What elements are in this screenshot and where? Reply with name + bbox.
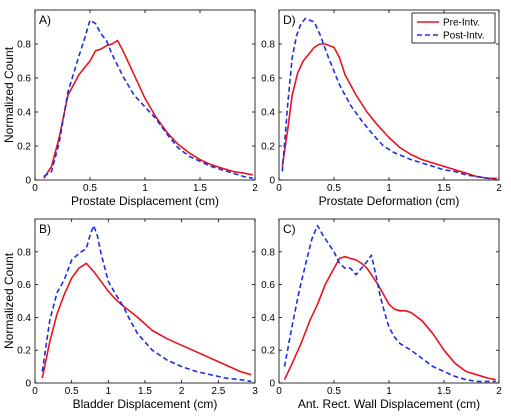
x-tick-label: 0 bbox=[32, 183, 38, 194]
series-line-pre-intv bbox=[281, 43, 497, 180]
plot-frame bbox=[34, 218, 256, 384]
y-tick-label: 0.6 bbox=[17, 74, 31, 85]
legend-box bbox=[411, 12, 496, 44]
y-axis-label: Normalized Count bbox=[2, 252, 16, 349]
x-tick-label: 2 bbox=[496, 386, 502, 397]
y-tick-label: 0.6 bbox=[261, 74, 275, 85]
x-axis-label: Prostate Deformation (cm) bbox=[319, 194, 460, 208]
x-tick-label: 0.5 bbox=[327, 386, 341, 397]
y-tick-label: 0.2 bbox=[261, 142, 275, 153]
series-line-post-intv bbox=[41, 224, 252, 383]
y-tick-label: 0 bbox=[269, 176, 275, 187]
x-tick-label: 1 bbox=[386, 183, 392, 194]
x-tick-label: 0 bbox=[276, 386, 282, 397]
y-tick-label: 0.8 bbox=[17, 247, 31, 258]
y-tick-label: 0.6 bbox=[17, 280, 31, 291]
y-tick-label: 0.2 bbox=[261, 346, 275, 357]
y-tick-label: 0.8 bbox=[261, 40, 275, 51]
x-tick-label: 0 bbox=[276, 183, 282, 194]
x-tick-label: 1 bbox=[386, 386, 392, 397]
y-tick-label: 0 bbox=[25, 176, 31, 187]
y-tick-label: 0.2 bbox=[17, 346, 31, 357]
y-tick-label: 0.4 bbox=[261, 313, 275, 324]
panel-label: C) bbox=[283, 222, 296, 236]
series-line-post-intv bbox=[283, 224, 496, 383]
x-tick-label: 0 bbox=[32, 386, 38, 397]
x-tick-label: 1.5 bbox=[437, 183, 451, 194]
y-tick-label: 0.2 bbox=[17, 142, 31, 153]
series-line-pre-intv bbox=[41, 262, 252, 379]
y-tick-label: 0.6 bbox=[261, 280, 275, 291]
y-tick-label: 0.8 bbox=[261, 247, 275, 258]
panel-label: B) bbox=[39, 222, 51, 236]
plot-frame bbox=[278, 218, 500, 384]
x-tick-label: 2 bbox=[496, 183, 502, 194]
y-tick-label: 0.4 bbox=[261, 108, 275, 119]
panel-b: 0 0.5 1 1.5 2 2.5 3 0 0.2 0.4 0.6 0.8 B) Bladder Disp… bbox=[2, 218, 258, 411]
y-tick-label: 0.8 bbox=[17, 40, 31, 51]
x-tick-label: 1.5 bbox=[193, 183, 207, 194]
legend-label: Post-Intv. bbox=[443, 31, 485, 42]
panel-c: 0 0.5 1 1.5 2 0 0.2 0.4 0.6 0.8 C) Ant. Rect. Wall … bbox=[261, 218, 502, 411]
x-tick-label: 1.5 bbox=[437, 386, 451, 397]
y-tick-label: 0 bbox=[269, 379, 275, 390]
x-tick-label: 1.5 bbox=[138, 386, 152, 397]
panel-label: A) bbox=[39, 13, 51, 27]
y-tick-label: 0 bbox=[25, 379, 31, 390]
x-tick-label: 2 bbox=[179, 386, 185, 397]
x-axis-label: Bladder Displacement (cm) bbox=[73, 397, 218, 411]
plot-frame bbox=[34, 9, 256, 181]
x-tick-label: 2.5 bbox=[211, 386, 225, 397]
series-line-post-intv bbox=[281, 17, 497, 181]
panel-a: 0 0.5 1 1.5 2 0 0.2 0.4 0.6 0.8 A) Prostate Displac… bbox=[2, 9, 258, 208]
legend: Pre-Intv. Post-Intv. bbox=[411, 12, 496, 44]
x-axis-label: Prostate Displacement (cm) bbox=[71, 194, 219, 208]
x-tick-label: 0.5 bbox=[83, 183, 97, 194]
x-tick-label: 2 bbox=[252, 183, 258, 194]
y-tick-label: 0.4 bbox=[17, 313, 31, 324]
x-tick-label: 1 bbox=[142, 183, 148, 194]
x-tick-label: 0.5 bbox=[65, 386, 79, 397]
x-tick-label: 1 bbox=[106, 386, 112, 397]
x-tick-label: 0.5 bbox=[327, 183, 341, 194]
panel-label: D) bbox=[283, 13, 296, 27]
x-axis-label: Ant. Rect. Wall Displacement (cm) bbox=[298, 397, 480, 411]
y-tick-label: 0.4 bbox=[17, 108, 31, 119]
series-line-post-intv bbox=[43, 19, 253, 180]
series-line-pre-intv bbox=[43, 39, 253, 179]
y-axis-label: Normalized Count bbox=[2, 46, 16, 143]
x-tick-label: 3 bbox=[252, 386, 258, 397]
legend-label: Pre-Intv. bbox=[443, 18, 480, 29]
